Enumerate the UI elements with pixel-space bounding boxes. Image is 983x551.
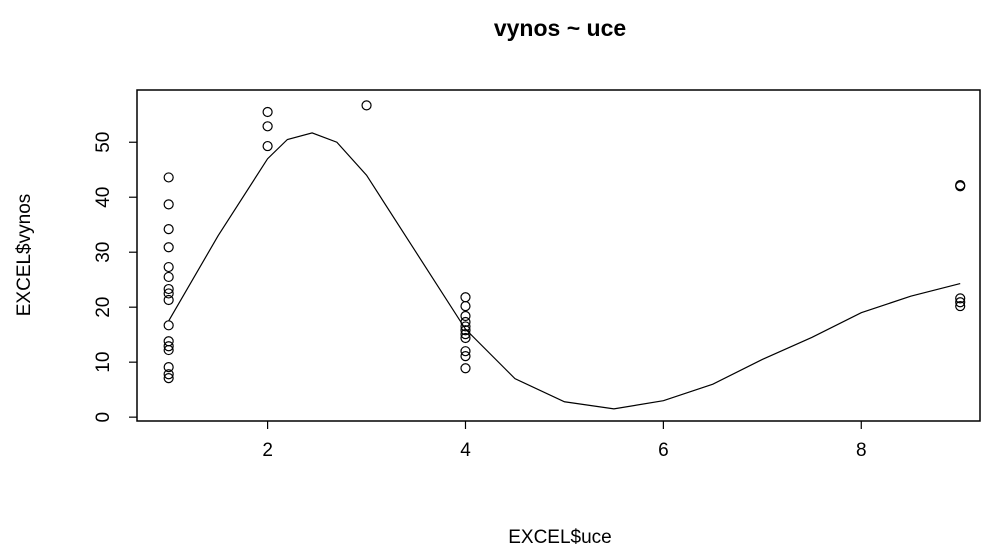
data-point bbox=[163, 344, 174, 356]
y-tick-label: 10 bbox=[93, 352, 114, 373]
data-point bbox=[361, 100, 372, 111]
data-point bbox=[955, 300, 966, 312]
data-point bbox=[163, 373, 174, 384]
y-tick-label: 40 bbox=[93, 187, 114, 208]
x-tick-label: 4 bbox=[460, 440, 471, 461]
data-point bbox=[163, 320, 174, 331]
fit-curve bbox=[168, 132, 961, 410]
plot-box bbox=[136, 89, 981, 422]
data-point bbox=[163, 283, 174, 295]
data-point bbox=[163, 362, 174, 373]
y-tick-label: 0 bbox=[93, 412, 114, 423]
x-tick-label: 8 bbox=[856, 440, 867, 461]
data-point bbox=[262, 121, 273, 132]
data-point bbox=[955, 297, 966, 308]
data-point bbox=[460, 292, 471, 303]
data-point bbox=[262, 106, 273, 118]
y-tick-label: 30 bbox=[93, 242, 114, 263]
data-point bbox=[460, 346, 471, 357]
data-point bbox=[460, 351, 471, 362]
data-point bbox=[460, 321, 471, 332]
data-point bbox=[262, 140, 273, 152]
data-point bbox=[163, 369, 174, 380]
y-tick-label: 20 bbox=[93, 297, 114, 318]
data-point bbox=[955, 181, 966, 192]
data-point bbox=[955, 293, 966, 304]
data-point bbox=[163, 261, 174, 273]
data-point bbox=[460, 363, 471, 374]
x-axis-label: EXCEL$uce bbox=[508, 527, 612, 548]
x-tick-label: 6 bbox=[658, 440, 669, 461]
x-tick-label: 2 bbox=[262, 440, 273, 461]
data-point bbox=[460, 310, 471, 322]
data-point bbox=[163, 199, 174, 210]
y-axis-label: EXCEL$vynos bbox=[14, 194, 35, 317]
data-point bbox=[460, 300, 471, 312]
data-point bbox=[460, 332, 471, 344]
data-point bbox=[163, 242, 174, 253]
data-point bbox=[163, 224, 174, 235]
data-point bbox=[163, 271, 174, 283]
data-point bbox=[460, 325, 471, 336]
data-point bbox=[163, 294, 174, 306]
chart-title: vynos ~ uce bbox=[494, 15, 626, 41]
data-point bbox=[163, 172, 174, 183]
data-point bbox=[163, 341, 174, 352]
data-point bbox=[163, 288, 174, 299]
y-tick-label: 50 bbox=[93, 132, 114, 153]
